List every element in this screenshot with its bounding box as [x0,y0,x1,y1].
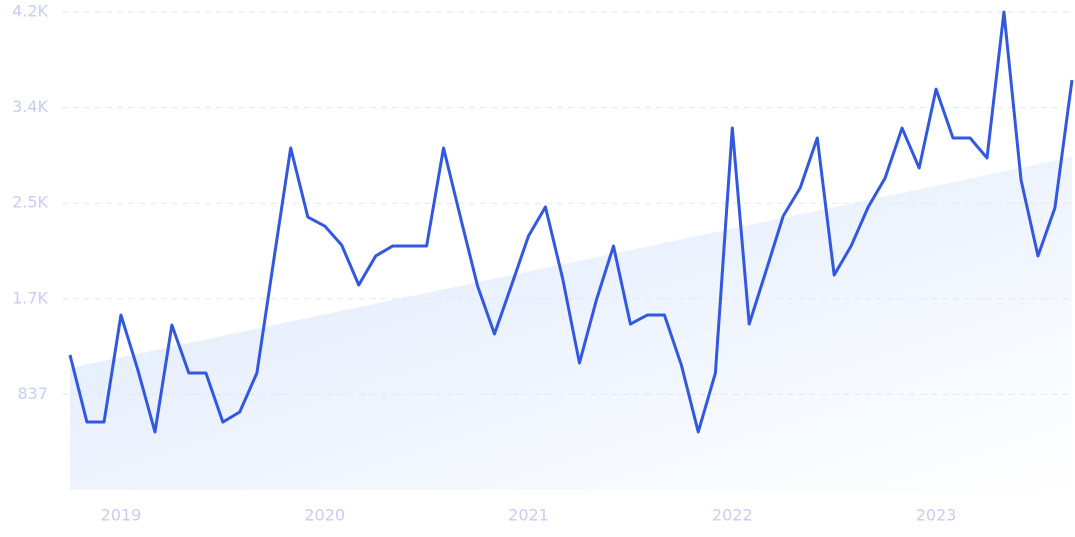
x-tick-label: 2021 [508,506,549,525]
x-tick-label: 2023 [916,506,957,525]
x-tick-label: 2019 [101,506,142,525]
y-tick-label: 2.5K [12,193,48,212]
line [68,10,1074,434]
y-tick-label: 3.4K [12,97,48,116]
y-tick-label: 1.7K [12,288,48,307]
y-tick-label: 837 [17,384,48,403]
x-tick-label: 2020 [304,506,345,525]
x-tick-label: 2022 [712,506,753,525]
y-tick-label: 4.2K [12,2,48,21]
